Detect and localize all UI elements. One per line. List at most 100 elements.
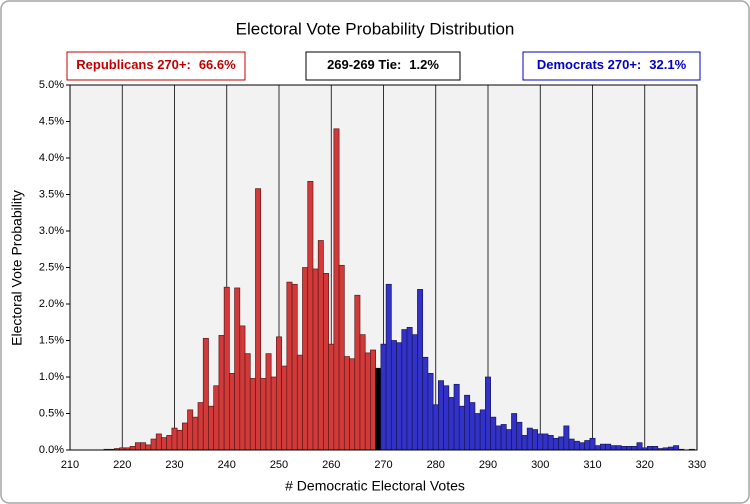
bar <box>563 425 570 451</box>
bar <box>150 438 157 451</box>
bar <box>448 397 455 451</box>
bar <box>364 352 371 451</box>
bar <box>599 443 606 451</box>
bar <box>479 409 486 451</box>
y-tick-label: 3.0% <box>39 225 64 237</box>
y-tick-label: 4.5% <box>39 115 64 127</box>
bar <box>291 283 298 451</box>
bar <box>307 181 314 451</box>
bar <box>213 385 220 451</box>
bar <box>438 380 444 451</box>
bar <box>218 335 225 451</box>
bar <box>505 429 512 451</box>
bar <box>401 329 408 451</box>
bar <box>385 283 392 451</box>
x-tick-label: 310 <box>583 459 601 471</box>
bar <box>610 445 617 451</box>
bar <box>406 327 413 451</box>
y-tick-label: 4.0% <box>39 152 64 164</box>
bar <box>176 429 183 451</box>
bar <box>631 446 638 451</box>
bar <box>328 343 335 451</box>
bar <box>187 409 194 451</box>
x-tick-label: 320 <box>636 459 654 471</box>
bar <box>427 373 434 451</box>
bar <box>234 287 241 451</box>
bar <box>370 349 377 451</box>
bar <box>422 356 429 451</box>
bar <box>265 353 272 451</box>
bar <box>359 334 366 451</box>
y-tick-label: 1.5% <box>39 334 64 346</box>
x-tick-label: 280 <box>427 459 445 471</box>
bar <box>411 334 418 451</box>
y-tick-label: 3.5% <box>39 188 64 200</box>
bar <box>521 435 528 451</box>
bar <box>584 440 591 451</box>
y-tick-label: 0.5% <box>39 407 64 419</box>
y-tick-label: 5.0% <box>39 79 64 91</box>
bar <box>286 281 293 451</box>
bar <box>375 367 382 451</box>
bar <box>526 427 533 451</box>
bar <box>166 435 173 451</box>
bar <box>249 378 256 451</box>
bar <box>129 446 136 451</box>
bar <box>516 421 523 451</box>
bar <box>338 264 345 451</box>
bar <box>464 394 471 451</box>
bar <box>542 433 549 451</box>
annotation-label: 269-269 Tie: <box>327 57 401 72</box>
annotation-text: Republicans 270+: 66.6% <box>76 57 236 72</box>
bar <box>317 240 324 451</box>
bar <box>134 442 141 451</box>
x-tick-label: 210 <box>61 459 79 471</box>
bar <box>589 437 596 451</box>
x-tick-label: 220 <box>113 459 131 471</box>
bar <box>453 383 460 451</box>
bar <box>276 336 282 451</box>
bar <box>161 437 168 451</box>
bar <box>443 385 450 451</box>
annotation-text: Democrats 270+: 32.1% <box>537 57 687 72</box>
bar <box>558 436 565 451</box>
bar <box>532 429 538 451</box>
bar <box>270 376 277 451</box>
bar <box>573 440 580 451</box>
bar <box>626 446 633 451</box>
bar <box>537 433 544 451</box>
x-tick-label: 250 <box>270 459 288 471</box>
bar <box>145 444 152 451</box>
bar <box>155 433 162 451</box>
bar <box>485 376 491 451</box>
y-tick-label: 1.0% <box>39 371 64 383</box>
x-tick-label: 290 <box>479 459 497 471</box>
x-axis-label: # Democratic Electoral Votes <box>285 478 465 494</box>
bar <box>244 353 251 451</box>
bar <box>594 445 601 451</box>
x-tick-label: 300 <box>531 459 549 471</box>
bar <box>354 294 361 451</box>
y-tick-label: 2.0% <box>39 298 64 310</box>
x-tick-label: 330 <box>688 459 706 471</box>
bar <box>192 416 199 451</box>
bar <box>323 272 329 451</box>
bar <box>208 405 215 451</box>
bar <box>547 435 554 451</box>
y-axis-label: Electoral Vote Probability <box>9 190 25 346</box>
bar <box>302 267 309 451</box>
bar <box>260 378 267 451</box>
bar <box>390 340 397 451</box>
bar <box>568 438 575 451</box>
bar <box>552 437 559 451</box>
bar <box>474 413 481 451</box>
bar <box>380 343 387 451</box>
bar <box>620 446 627 451</box>
bar <box>333 128 340 451</box>
bar <box>396 342 403 451</box>
bar <box>202 337 209 451</box>
chart-title: Electoral Vote Probability Distribution <box>236 19 515 38</box>
y-tick-label: 2.5% <box>39 261 64 273</box>
bar <box>171 427 178 451</box>
